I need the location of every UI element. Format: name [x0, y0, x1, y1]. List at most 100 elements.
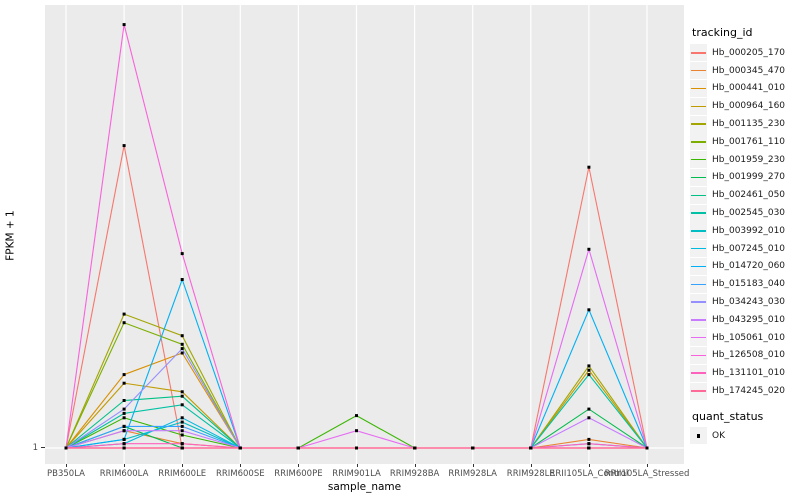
legend-label: Hb_002461_050 [712, 190, 786, 201]
point-marker-ok [587, 437, 591, 441]
x-tick-mark [298, 464, 300, 467]
legend-line-swatch [691, 283, 706, 285]
point-marker-ok [587, 373, 591, 377]
legend-line-swatch [691, 336, 706, 339]
legend-key-icon [690, 257, 707, 275]
point-marker-ok [180, 416, 184, 420]
point-marker-ok [122, 373, 126, 377]
point-marker-ok [122, 446, 126, 450]
point-marker-ok [122, 144, 126, 148]
legend-key-icon [690, 364, 707, 382]
legend-item-Hb_000205_170: Hb_000205_170 [690, 44, 800, 62]
point-marker-ok [122, 411, 126, 415]
legend-key-icon [690, 151, 707, 169]
legend-item-ok: OK [690, 427, 800, 445]
legend-key-icon [690, 329, 707, 347]
point-marker-ok [238, 446, 242, 450]
legend-key-icon [690, 275, 707, 293]
legend-label: Hb_003992_010 [712, 225, 786, 236]
point-marker-ok [587, 407, 591, 411]
legend-item-Hb_174245_020: Hb_174245_020 [690, 382, 800, 400]
x-axis-title: sample_name [327, 481, 402, 493]
point-marker-ok [587, 364, 591, 368]
x-tick-mark [182, 464, 184, 467]
legend-key-ok [690, 427, 707, 445]
legend-label: Hb_000345_470 [712, 65, 786, 76]
legend-item-Hb_034243_030: Hb_034243_030 [690, 293, 800, 311]
x-tick-label-RRIM901LA: RRIM901LA [332, 469, 381, 479]
legend-item-Hb_001999_270: Hb_001999_270 [690, 168, 800, 187]
legend-label: Hb_034243_030 [712, 297, 786, 308]
legend-label: Hb_014720_060 [712, 261, 786, 272]
point-marker-ok [122, 23, 126, 27]
x-tick-mark [414, 464, 416, 467]
point-marker-ok [180, 342, 184, 346]
point-marker-ok [587, 416, 591, 420]
legend-item-Hb_001761_110: Hb_001761_110 [690, 133, 800, 151]
point-marker-ok [587, 442, 591, 446]
x-tick-mark [240, 464, 242, 467]
point-marker-ok [122, 424, 126, 428]
point-marker-ok [180, 252, 184, 256]
legend-key-icon [690, 346, 707, 364]
x-tick-mark [530, 464, 532, 467]
legend-line-swatch [691, 247, 706, 250]
point-marker-ok [587, 247, 591, 251]
y-axis-title: FPKM + 1 [4, 210, 17, 261]
legend-line-swatch [691, 230, 706, 232]
legend-label: Hb_000441_010 [712, 83, 786, 94]
legend-label: Hb_001959_230 [712, 154, 786, 165]
legend-label: Hb_002545_030 [712, 208, 786, 219]
plot-panel [45, 5, 684, 464]
legend-label-ok: OK [712, 430, 725, 441]
y-tick-label: 1 [32, 443, 38, 453]
legend-label: Hb_105061_010 [712, 332, 786, 343]
point-marker-ok [122, 407, 126, 411]
legend-title-tracking-id: tracking_id [692, 26, 753, 39]
point-marker-ok [180, 424, 184, 428]
legend-key-icon [690, 204, 707, 222]
point-marker-ok [122, 442, 126, 446]
point-marker-ok [587, 308, 591, 312]
point-marker-ok [471, 446, 475, 450]
x-tick-label-RRIM600SE: RRIM600SE [215, 469, 265, 479]
legend-line-swatch [691, 123, 706, 125]
x-tick-label-PB350LA: PB350LA [47, 469, 85, 479]
point-marker-ok [180, 394, 184, 398]
legend-label: Hb_001761_110 [712, 136, 786, 147]
legend-item-Hb_014720_060: Hb_014720_060 [690, 257, 800, 276]
legend-label: Hb_174245_020 [712, 386, 786, 397]
legend-label: Hb_000964_160 [712, 101, 786, 112]
x-tick-mark [66, 464, 67, 467]
x-tick-label-RRIM928LE: RRIM928LE [506, 469, 555, 479]
point-marker-ok [529, 446, 533, 450]
legend-line-swatch [691, 301, 706, 303]
legend-key-icon [690, 62, 707, 80]
legend-label: Hb_043295_010 [712, 314, 786, 325]
legend-line-swatch [691, 354, 706, 357]
legend-key-icon [690, 115, 707, 133]
point-marker-ok [180, 278, 184, 281]
legend-item-Hb_105061_010: Hb_105061_010 [690, 329, 800, 347]
ok-marker-icon [696, 434, 701, 438]
legend-key-icon [690, 168, 707, 186]
legend-item-Hb_015183_040: Hb_015183_040 [690, 275, 800, 293]
x-tick-mark [647, 464, 648, 467]
legend-line-swatch [691, 212, 706, 214]
legend-item-Hb_002545_030: Hb_002545_030 [690, 204, 800, 222]
legend-item-Hb_002461_050: Hb_002461_050 [690, 186, 800, 204]
point-marker-ok [180, 403, 184, 407]
legend-line-swatch [691, 87, 706, 90]
legend-item-Hb_007245_010: Hb_007245_010 [690, 240, 800, 258]
x-tick-label-RRII105LA_Control: RRII105LA_Control [549, 469, 629, 479]
legend-line-swatch [691, 176, 706, 179]
legend-item-Hb_043295_010: Hb_043295_010 [690, 311, 800, 329]
legend-label: Hb_001999_270 [712, 172, 786, 183]
legend-line-swatch [691, 319, 706, 321]
line-chart-svg [45, 5, 684, 464]
legend-label: Hb_015183_040 [712, 279, 786, 290]
legend-line-swatch [691, 372, 706, 374]
point-marker-ok [180, 446, 184, 450]
legend-line-swatch [691, 105, 706, 108]
